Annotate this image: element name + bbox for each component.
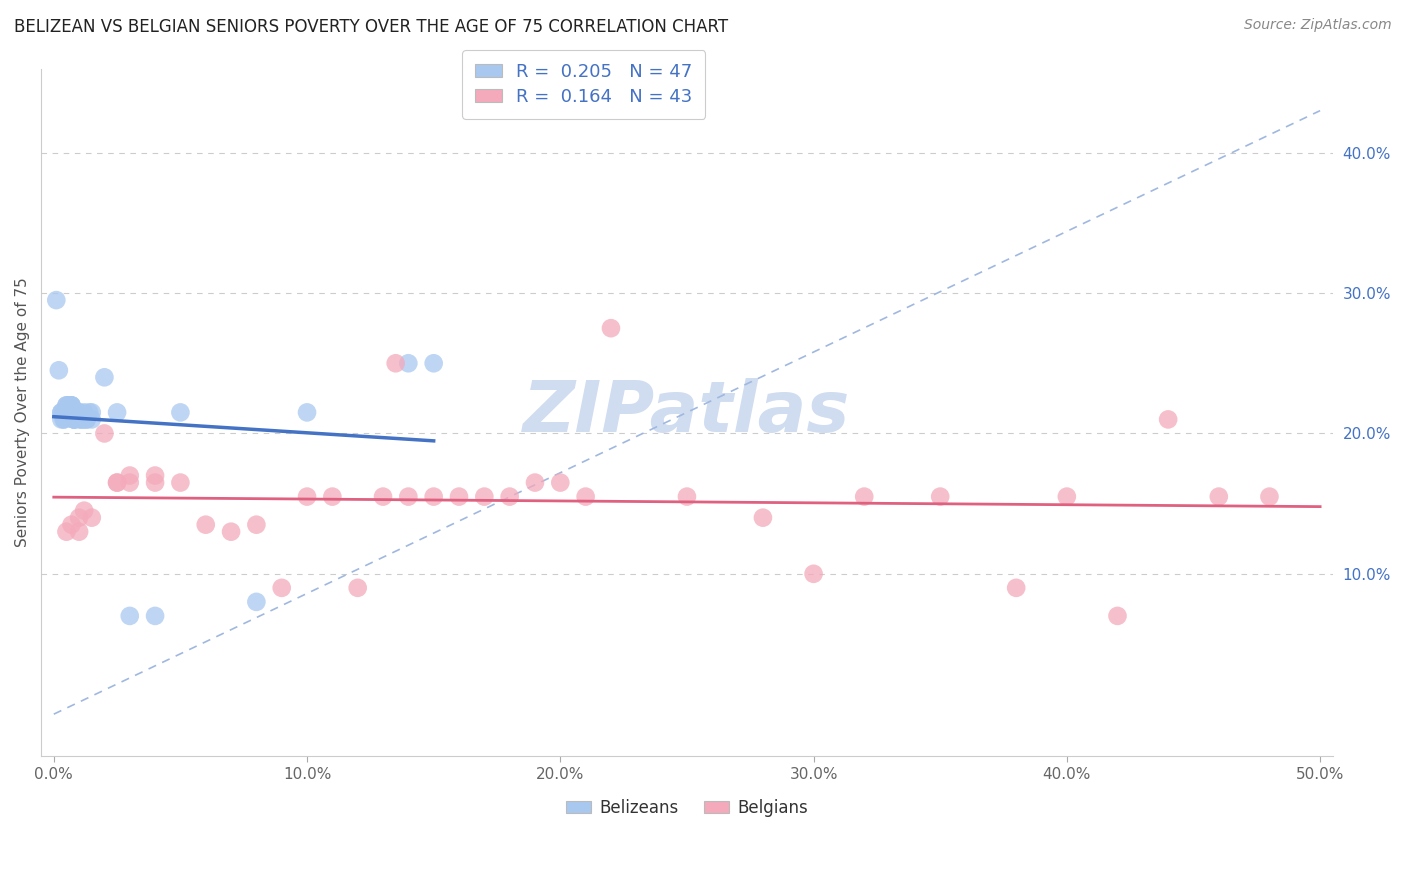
Point [80,412,103,426]
Point [118,608,141,623]
Point [63,412,86,426]
Point [105,405,128,419]
Point [60,398,83,412]
Point [52,405,75,419]
Point [384,356,406,370]
Point [803,566,825,581]
Point [93,370,115,384]
Point [371,490,394,504]
Point [73,412,96,426]
Point [422,356,444,370]
Point [321,490,343,504]
Point [346,581,368,595]
Point [498,490,520,504]
Point [550,475,572,490]
Point [77,405,100,419]
Point [194,517,217,532]
Point [219,524,242,539]
Point [60,517,83,532]
Point [929,490,952,504]
Point [60,398,83,412]
Point [169,475,191,490]
Point [52,412,75,426]
Point [80,405,103,419]
Point [524,475,547,490]
Point [143,468,166,483]
Point [58,398,80,412]
Point [1107,608,1129,623]
Point [60,398,83,412]
Point [67,524,90,539]
Point [67,405,90,419]
Point [143,475,166,490]
Point [67,412,90,426]
Text: Source: ZipAtlas.com: Source: ZipAtlas.com [1244,18,1392,32]
Point [70,412,93,426]
Point [58,398,80,412]
Point [396,490,419,504]
Point [105,475,128,490]
Point [63,412,86,426]
Point [51,405,73,419]
Point [1157,412,1180,426]
Point [676,490,699,504]
Point [45,293,67,307]
Point [58,405,80,419]
Point [1005,581,1028,595]
Point [65,405,87,419]
Point [752,510,775,524]
Point [472,490,495,504]
Point [1258,490,1281,504]
Point [65,405,87,419]
Point [105,475,128,490]
Point [76,412,98,426]
Point [118,468,141,483]
Point [169,405,191,419]
Point [600,321,623,335]
Point [63,412,86,426]
Point [52,405,75,419]
Point [70,412,93,426]
Point [245,517,267,532]
Point [76,412,98,426]
Point [118,475,141,490]
Point [447,490,470,504]
Point [67,405,90,419]
Text: BELIZEAN VS BELGIAN SENIORS POVERTY OVER THE AGE OF 75 CORRELATION CHART: BELIZEAN VS BELGIAN SENIORS POVERTY OVER… [14,18,728,36]
Point [295,405,318,419]
Point [1208,490,1230,504]
Point [67,510,90,524]
Point [396,356,419,370]
Point [63,412,86,426]
Point [55,524,77,539]
Y-axis label: Seniors Poverty Over the Age of 75: Seniors Poverty Over the Age of 75 [15,277,30,548]
Text: ZIPatlas: ZIPatlas [523,378,851,447]
Point [51,412,73,426]
Point [58,398,80,412]
Point [55,405,77,419]
Point [52,412,75,426]
Point [48,363,70,377]
Point [245,595,267,609]
Point [73,503,96,517]
Point [1056,490,1078,504]
Point [73,405,96,419]
Point [270,581,292,595]
Point [853,490,876,504]
Point [422,490,444,504]
Point [55,398,77,412]
Point [80,510,103,524]
Point [93,426,115,441]
Point [295,490,318,504]
Point [55,398,77,412]
Point [143,608,166,623]
Legend: Belizeans, Belgians: Belizeans, Belgians [560,792,814,823]
Point [575,490,598,504]
Point [51,405,73,419]
Point [60,405,83,419]
